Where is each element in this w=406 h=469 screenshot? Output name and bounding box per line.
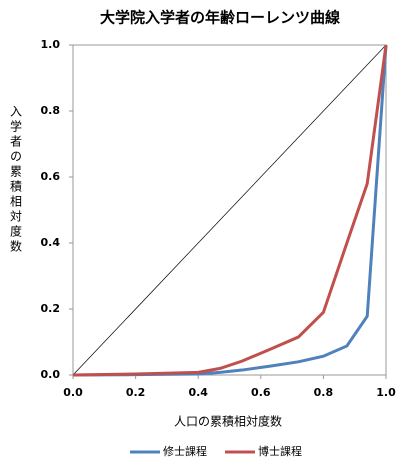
x-tick-label: 0.2 (126, 386, 146, 399)
x-tick-label: 0.8 (314, 386, 334, 399)
x-tick-label: 1.0 (376, 386, 396, 399)
legend-label: 修士課程 (163, 444, 207, 458)
series-line (72, 44, 388, 377)
y-tick-label: 0.6 (41, 170, 61, 183)
y-tick-label: 0.8 (41, 104, 61, 117)
y-tick-label: 0.4 (41, 236, 61, 249)
y-axis-title: 入学者の累積相対度数 (9, 105, 23, 255)
x-tick-label: 0.6 (251, 386, 271, 399)
y-tick-label: 0.2 (41, 302, 61, 315)
plot-frame (72, 44, 387, 376)
x-axis-title: 人口の累積相対度数 (174, 414, 282, 429)
y-tick-label: 0.0 (41, 368, 61, 381)
chart-title: 大学院入学者の年齢ローレンツ曲線 (100, 9, 340, 27)
y-tick-label: 1.0 (41, 38, 61, 51)
x-tick-label: 0.4 (188, 386, 208, 399)
legend-label: 博士課程 (258, 444, 302, 458)
x-tick-label: 0.0 (63, 386, 83, 399)
equality-line (72, 44, 387, 376)
